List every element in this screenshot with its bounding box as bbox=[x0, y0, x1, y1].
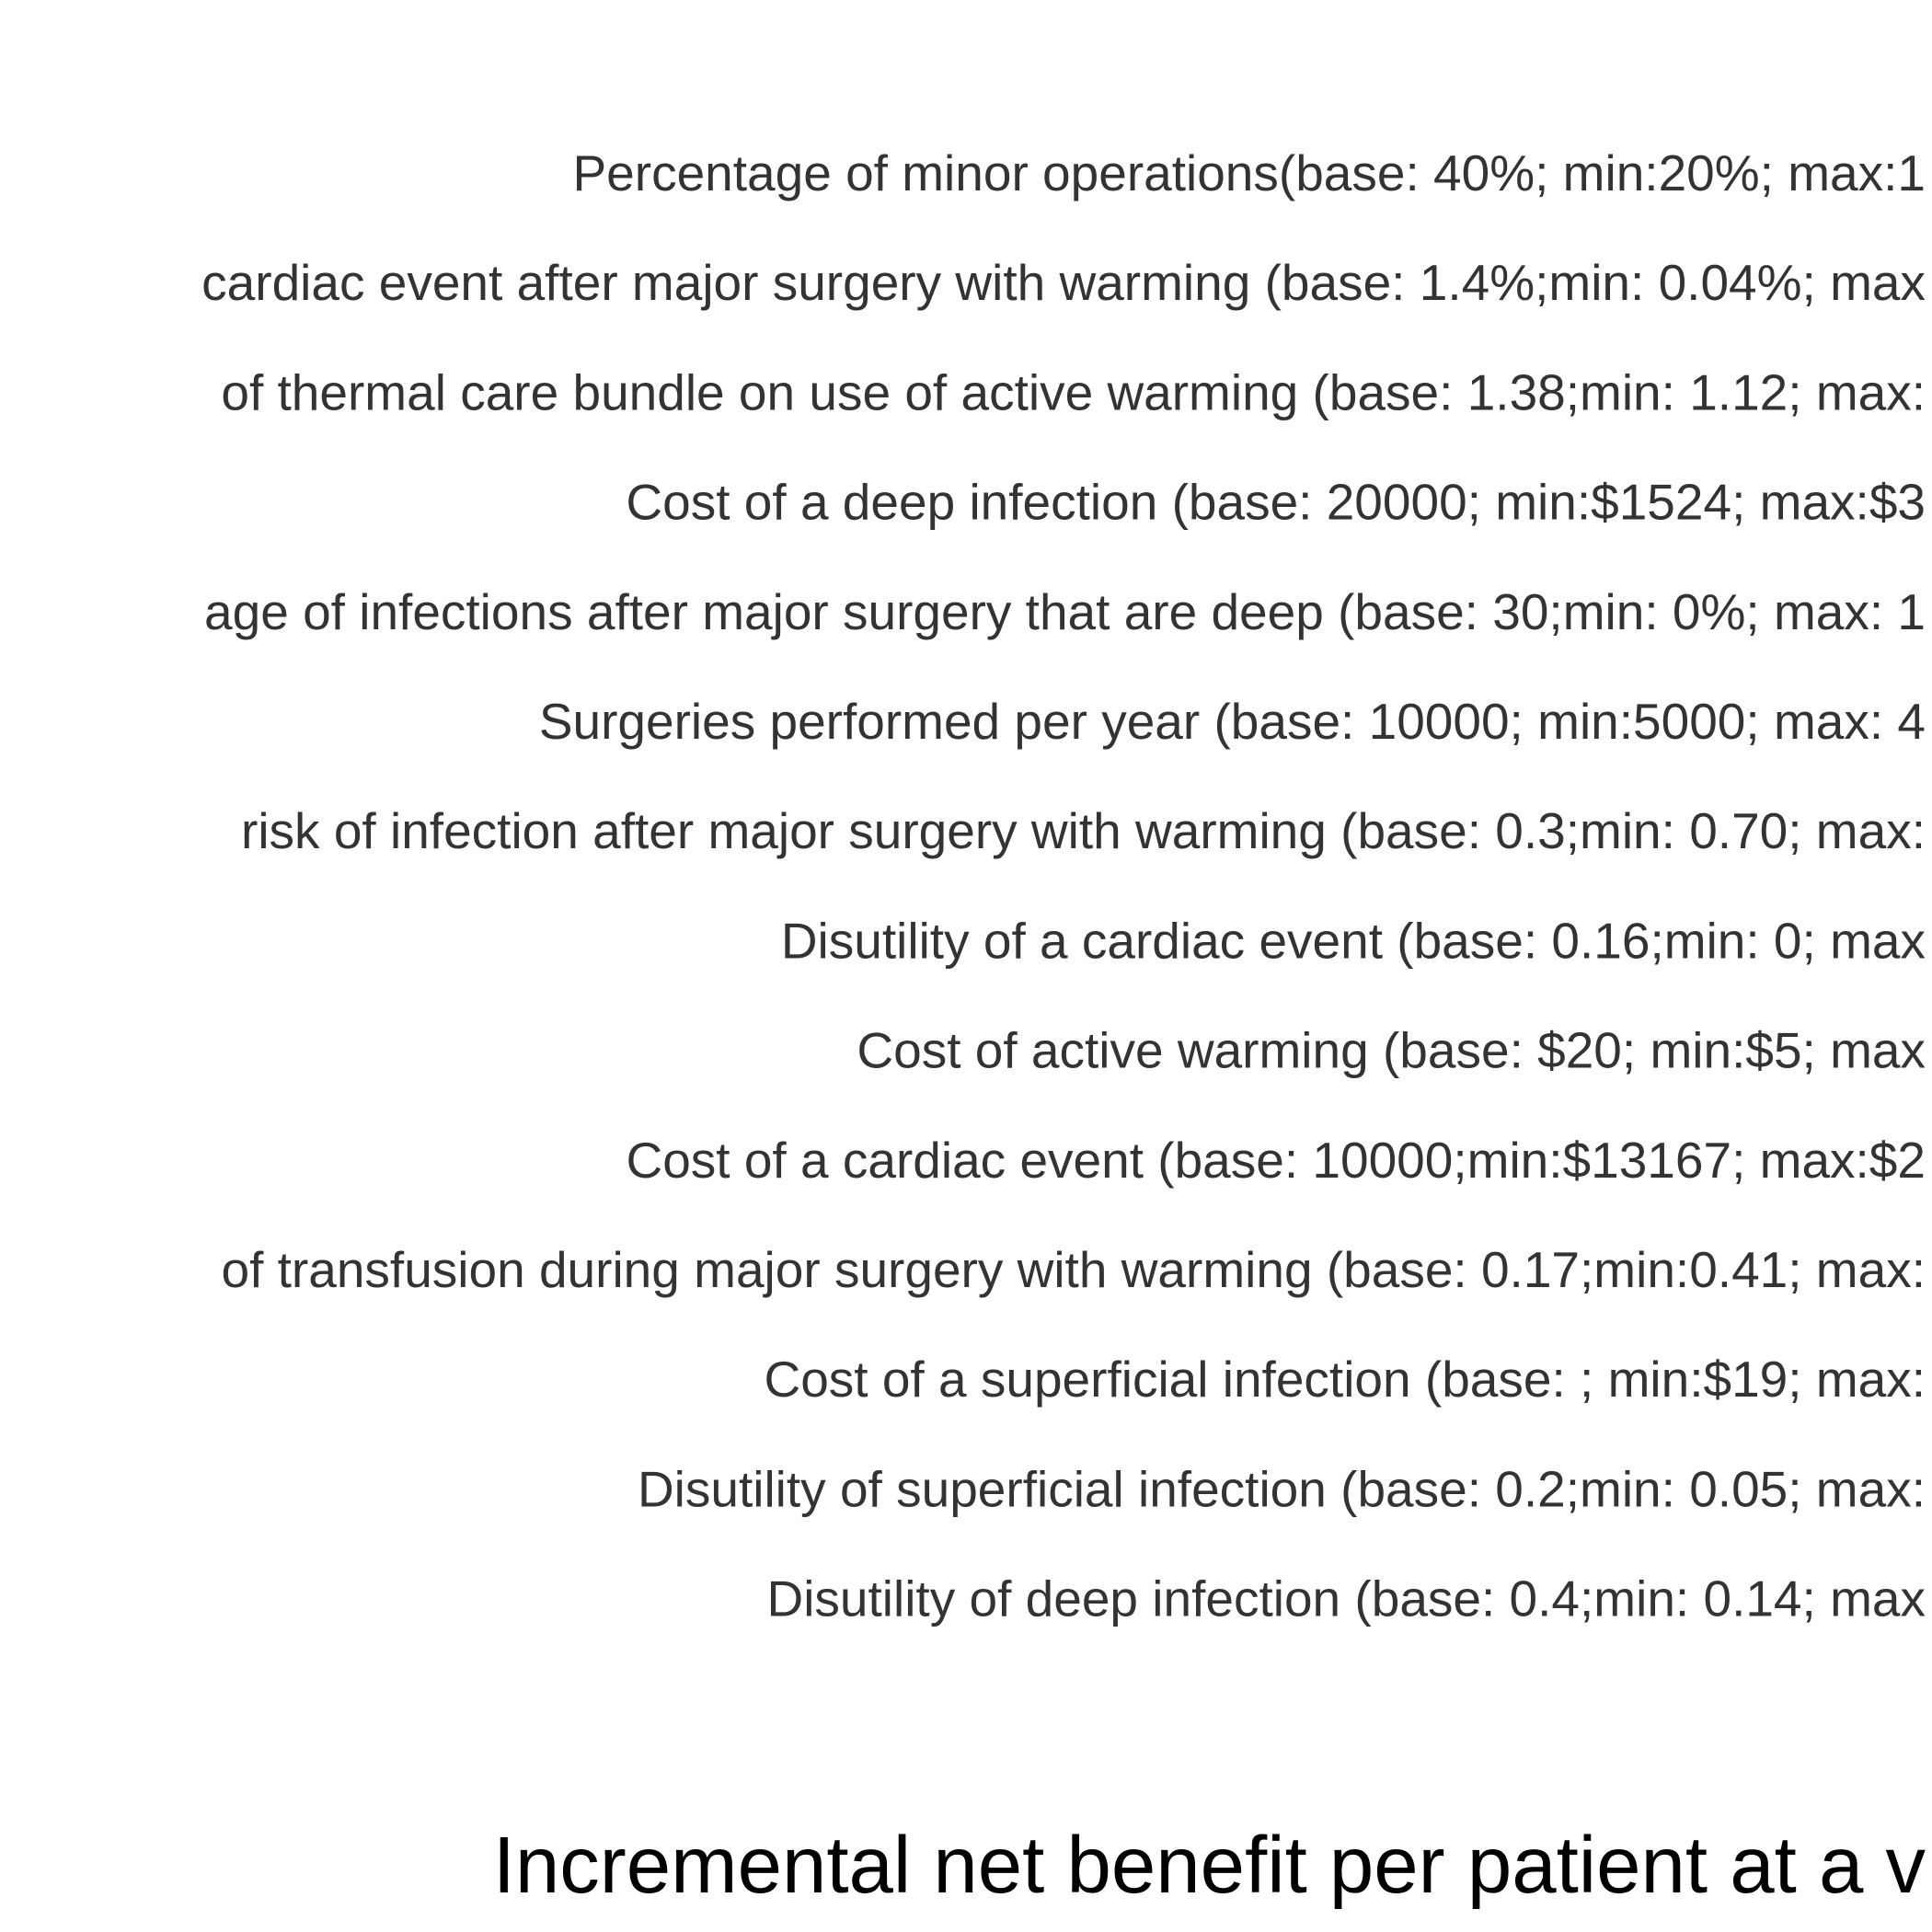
y-tick-label: Cost of a superficial infection (base: ;… bbox=[764, 1351, 1926, 1408]
y-tick-label: of thermal care bundle on use of active … bbox=[221, 363, 1926, 420]
y-tick-label: risk of infection after major surgery wi… bbox=[241, 802, 1926, 859]
y-axis-tick-labels: Percentage of minor operations(base: 40%… bbox=[201, 144, 1926, 1627]
y-tick-label: age of infections after major surgery th… bbox=[204, 583, 1926, 640]
y-tick-label: Disutility of a cardiac event (base: 0.1… bbox=[781, 912, 1926, 969]
y-tick-label: Percentage of minor operations(base: 40%… bbox=[573, 144, 1926, 201]
y-tick-label: cardiac event after major surgery with w… bbox=[201, 254, 1926, 311]
y-tick-label: Surgeries performed per year (base: 1000… bbox=[539, 693, 1926, 750]
x-axis-title: Incremental net benefit per patient at a… bbox=[493, 1821, 1926, 1910]
y-tick-label: Disutility of superficial infection (bas… bbox=[638, 1460, 1926, 1517]
y-tick-label: Disutility of deep infection (base: 0.4;… bbox=[766, 1570, 1926, 1627]
y-tick-label: Cost of a cardiac event (base: 10000;min… bbox=[626, 1132, 1926, 1189]
y-tick-label: Cost of a deep infection (base: 20000; m… bbox=[626, 474, 1926, 531]
y-tick-label: of transfusion during major surgery with… bbox=[222, 1241, 1926, 1298]
y-tick-label: Cost of active warming (base: $20; min:$… bbox=[857, 1022, 1926, 1079]
